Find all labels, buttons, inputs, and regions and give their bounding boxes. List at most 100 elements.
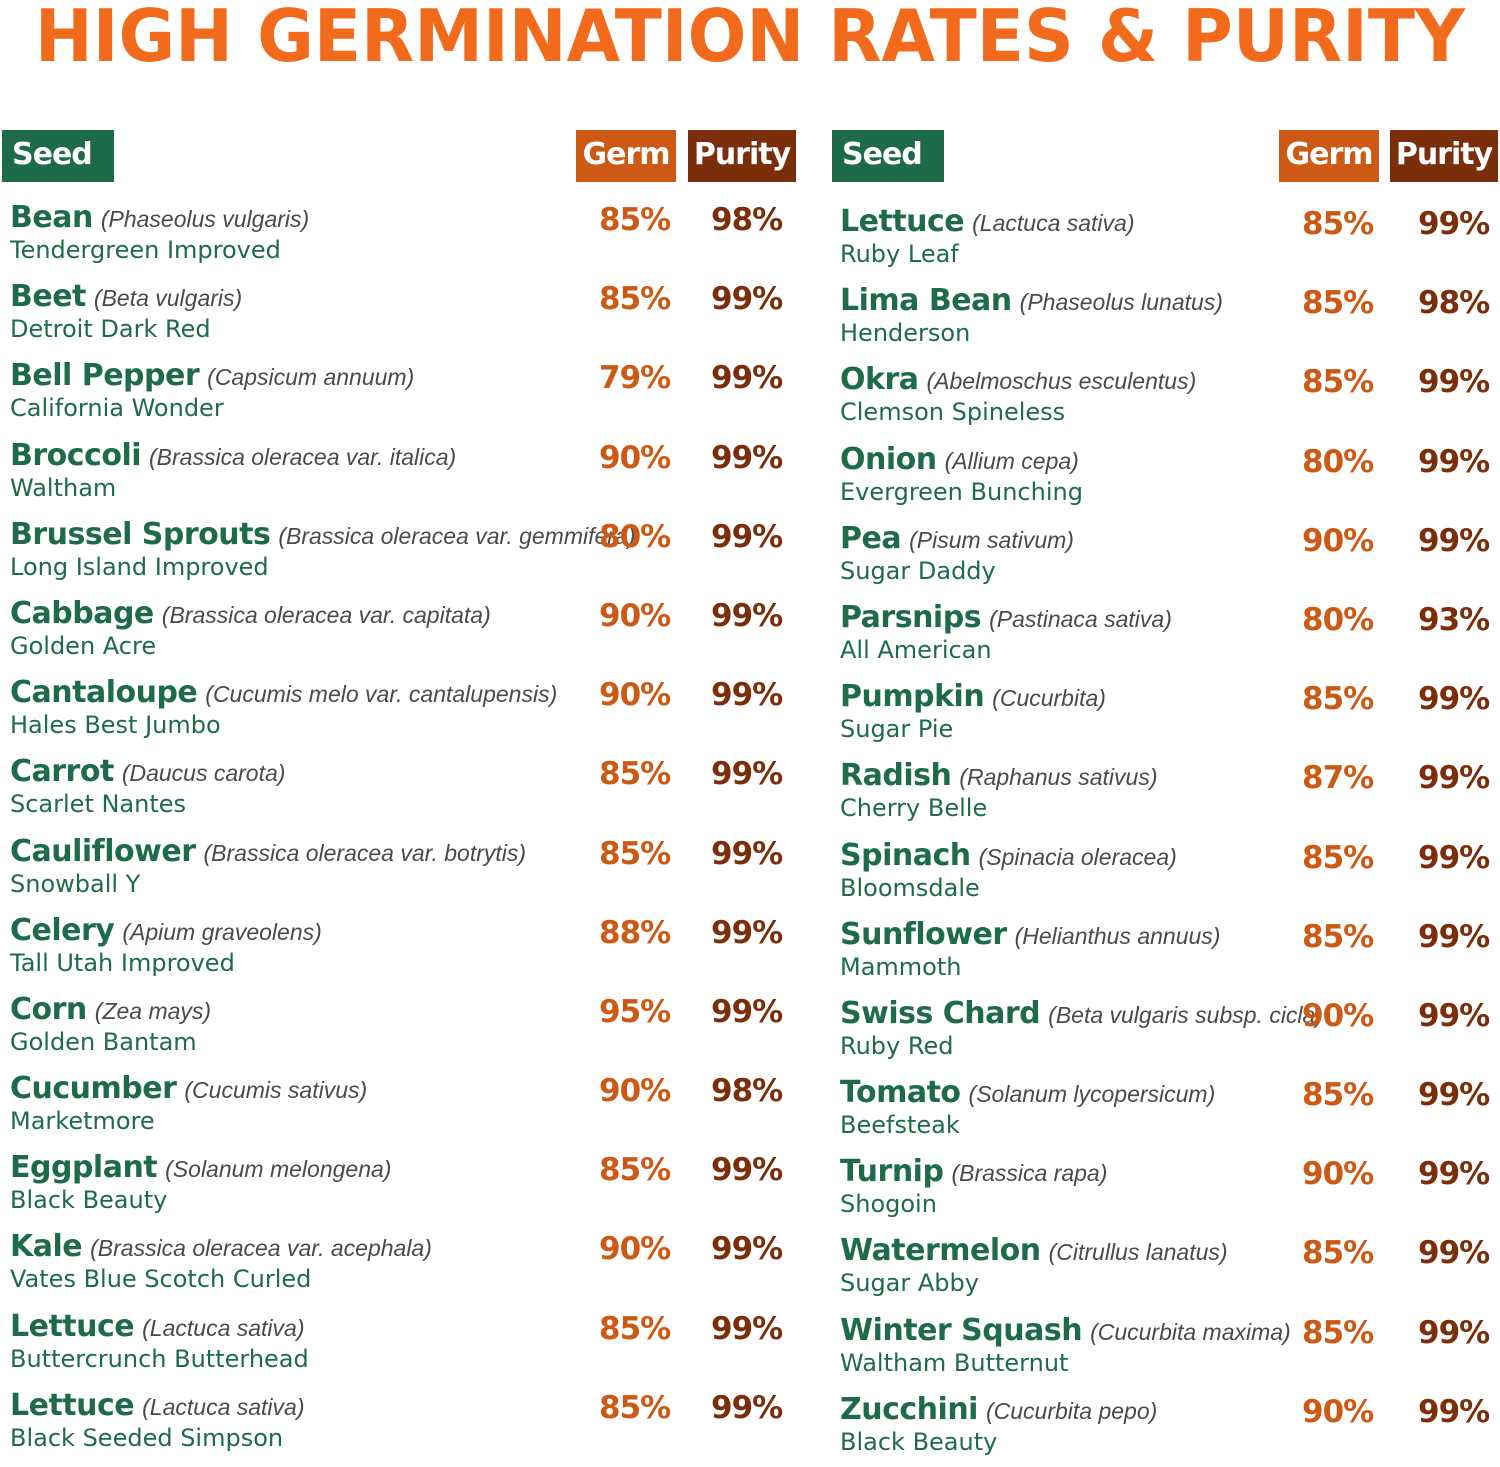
seed-common-name: Cantaloupe: [10, 675, 198, 711]
purity-rate: 99%: [711, 597, 783, 634]
seed-scientific-name: (Capsicum annuum): [207, 364, 415, 391]
seed-table-right: Seed Germ Purity Lettuce (Lactuca sativa)…: [832, 130, 1500, 1456]
seed-common-name: Winter Squash: [840, 1312, 1083, 1348]
seed-variety: Evergreen Bunching: [840, 477, 1083, 506]
seed-scientific-name: (Raphanus sativus): [959, 764, 1158, 791]
seed-name-line: Broccoli (Brassica oleracea var. italica): [10, 438, 456, 473]
table-row: Kale (Brassica oleracea var. acephala) Vat…: [2, 1225, 798, 1304]
table-row: Eggplant (Solanum melongena) Black Beauty 8…: [2, 1146, 798, 1225]
seed-variety: Beefsteak: [840, 1111, 960, 1140]
table-row: Radish (Raphanus sativus) Cherry Belle 87% 9…: [832, 754, 1500, 833]
seed-scientific-name: (Citrullus lanatus): [1048, 1239, 1228, 1266]
seed-name-line: Watermelon (Citrullus lanatus): [840, 1233, 1228, 1268]
seed-variety: Black Seeded Simpson: [10, 1423, 284, 1452]
table-row: Bean (Phaseolus vulgaris) Tendergreen Impr…: [2, 196, 798, 275]
table-row: Okra (Abelmoschus esculentus) Clemson Spin…: [832, 358, 1500, 437]
table-row: Cauliflower (Brassica oleracea var. botry…: [2, 830, 798, 909]
seed-name-line: Spinach (Spinacia oleracea): [840, 838, 1177, 873]
seed-scientific-name: (Cucurbita pepo): [985, 1397, 1158, 1424]
germination-rate: 90%: [599, 597, 671, 634]
germination-rate: 85%: [599, 202, 671, 238]
purity-rate: 99%: [1418, 1235, 1490, 1272]
seed-common-name: Zucchini: [840, 1391, 978, 1427]
germination-rate: 80%: [599, 518, 671, 555]
germination-rate: 85%: [1302, 364, 1374, 401]
seed-common-name: Broccoli: [10, 437, 142, 473]
seed-name-line: Winter Squash (Cucurbita maxima): [840, 1313, 1291, 1348]
purity-rate: 99%: [711, 360, 783, 397]
seed-common-name: Pea: [840, 520, 902, 556]
seed-name-line: Okra (Abelmoschus esculentus): [840, 362, 1196, 397]
seed-name-line: Eggplant (Solanum melongena): [10, 1150, 391, 1185]
seed-scientific-name: (Cucurbita maxima): [1090, 1318, 1291, 1345]
seed-common-name: Bell Pepper: [10, 358, 200, 394]
seed-name-line: Tomato (Solanum lycopersicum): [840, 1075, 1215, 1110]
header-germ: Germ: [576, 130, 676, 182]
seed-scientific-name: (Pisum sativum): [909, 526, 1074, 553]
seed-name-line: Zucchini (Cucurbita pepo): [840, 1392, 1157, 1427]
seed-scientific-name: (Cucurbita): [992, 685, 1106, 712]
table-row: Parsnips (Pastinaca sativa) All American 80…: [832, 596, 1500, 675]
seed-variety: Mammoth: [840, 952, 962, 981]
seed-name-line: Onion (Allium cepa): [840, 442, 1079, 477]
table-row: Lettuce (Lactuca sativa) Ruby Leaf 85% 99%: [832, 200, 1500, 279]
purity-rate: 99%: [711, 518, 783, 555]
table-row: Pumpkin (Cucurbita) Sugar Pie 85% 99%: [832, 675, 1500, 754]
purity-rate: 99%: [711, 993, 783, 1030]
seed-common-name: Kale: [10, 1229, 83, 1265]
table-row: Beet (Beta vulgaris) Detroit Dark Red 85% 99…: [2, 275, 798, 354]
seed-name-line: Cantaloupe (Cucumis melo var. cantalupens…: [10, 675, 557, 710]
seed-scientific-name: (Brassica oleracea var. italica): [149, 443, 457, 470]
seed-name-line: Beet (Beta vulgaris): [10, 279, 242, 314]
purity-rate: 99%: [1418, 918, 1490, 955]
seed-scientific-name: (Zea mays): [94, 997, 212, 1024]
purity-rate: 99%: [711, 281, 783, 318]
seed-variety: Bloomsdale: [840, 873, 980, 902]
seed-scientific-name: (Helianthus annuus): [1014, 922, 1221, 949]
seed-name-line: Bell Pepper (Capsicum annuum): [10, 358, 414, 393]
germination-rate: 85%: [599, 835, 671, 872]
seed-scientific-name: (Cucumis melo var. cantalupensis): [205, 681, 558, 708]
seed-scientific-name: (Brassica oleracea var. gemmifera): [278, 522, 636, 549]
seed-scientific-name: (Beta vulgaris): [93, 285, 243, 312]
seed-common-name: Radish: [840, 758, 952, 794]
purity-rate: 99%: [1418, 997, 1490, 1034]
header-germ: Germ: [1279, 130, 1379, 182]
seed-common-name: Turnip: [840, 1154, 944, 1190]
table-row: Spinach (Spinacia oleracea) Bloomsdale 85% 9…: [832, 834, 1500, 913]
seed-variety: Waltham: [10, 473, 117, 502]
seed-name-line: Celery (Apium graveolens): [10, 913, 322, 948]
seed-common-name: Tomato: [840, 1075, 961, 1111]
seed-name-line: Parsnips (Pastinaca sativa): [840, 600, 1172, 635]
seed-variety: Scarlet Nantes: [10, 790, 187, 819]
seed-common-name: Celery: [10, 912, 115, 948]
seed-name-line: Cabbage (Brassica oleracea var. capitata): [10, 596, 491, 631]
seed-scientific-name: (Brassica oleracea var. botrytis): [203, 839, 527, 866]
germination-rate: 90%: [599, 1231, 671, 1268]
seed-name-line: Carrot (Daucus carota): [10, 754, 285, 789]
germination-rate: 80%: [1302, 443, 1374, 480]
seed-common-name: Lettuce: [10, 1387, 135, 1423]
germination-rate: 85%: [1302, 918, 1374, 955]
page-title: HIGH GERMINATION RATES & PURITY: [34, 0, 1466, 78]
purity-rate: 99%: [711, 914, 783, 951]
seed-scientific-name: (Brassica oleracea var. capitata): [161, 601, 491, 628]
seed-name-line: Radish (Raphanus sativus): [840, 758, 1157, 793]
seed-variety: Detroit Dark Red: [10, 315, 211, 344]
seed-variety: Snowball Y: [10, 869, 141, 898]
table-row: Pea (Pisum sativum) Sugar Daddy 90% 99%: [832, 517, 1500, 596]
table-row: Cantaloupe (Cucumis melo var. cantalupens…: [2, 671, 798, 750]
germination-rate: 85%: [1302, 1077, 1374, 1114]
table-row: Swiss Chard (Beta vulgaris subsp. cicla) R…: [832, 992, 1500, 1071]
seed-common-name: Cucumber: [10, 1071, 177, 1107]
seed-common-name: Bean: [10, 200, 93, 235]
seed-name-line: Swiss Chard (Beta vulgaris subsp. cicla): [840, 996, 1323, 1031]
seed-name-line: Brussel Sprouts (Brassica oleracea var. g…: [10, 517, 635, 552]
seed-name-line: Pumpkin (Cucurbita): [840, 679, 1106, 714]
seed-variety: Hales Best Jumbo: [10, 711, 221, 740]
purity-rate: 98%: [711, 1073, 783, 1110]
table-row: Carrot (Daucus carota) Scarlet Nantes 85% 99…: [2, 750, 798, 829]
seed-variety: Black Beauty: [10, 1186, 168, 1215]
seed-variety: All American: [840, 635, 992, 664]
seed-common-name: Spinach: [840, 837, 971, 873]
